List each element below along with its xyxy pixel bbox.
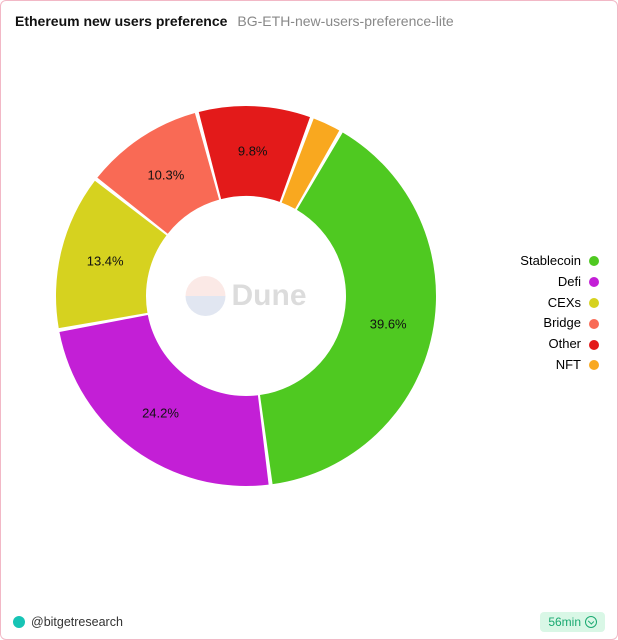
legend-label: CEXs	[548, 293, 581, 314]
chart-subtitle: BG-ETH-new-users-preference-lite	[237, 13, 453, 29]
author-handle: @bitgetresearch	[31, 615, 123, 629]
legend-label: Other	[548, 334, 581, 355]
slice-label: 10.3%	[147, 168, 184, 183]
refresh-badge[interactable]: 56min	[540, 612, 605, 632]
legend-swatch-icon	[589, 256, 599, 266]
donut-slice[interactable]	[260, 132, 436, 484]
author-link[interactable]: @bitgetresearch	[13, 615, 123, 629]
legend-item[interactable]: Bridge	[520, 313, 599, 334]
chart-title: Ethereum new users preference	[15, 13, 227, 29]
legend-swatch-icon	[589, 360, 599, 370]
card-footer: @bitgetresearch 56min	[1, 605, 617, 639]
legend-swatch-icon	[589, 340, 599, 350]
legend-label: Defi	[558, 272, 581, 293]
legend-item[interactable]: Stablecoin	[520, 251, 599, 272]
legend-label: NFT	[556, 355, 581, 376]
slice-label: 39.6%	[370, 317, 407, 332]
chart-area: Dune 39.6%24.2%13.4%10.3%9.8% Stablecoin…	[1, 41, 617, 599]
author-avatar-icon	[13, 616, 25, 628]
legend-item[interactable]: CEXs	[520, 293, 599, 314]
refresh-time: 56min	[548, 615, 581, 629]
card-header: Ethereum new users preference BG-ETH-new…	[1, 1, 617, 29]
donut-chart: Dune 39.6%24.2%13.4%10.3%9.8%	[31, 81, 461, 511]
slice-label: 9.8%	[238, 144, 268, 159]
legend-item[interactable]: NFT	[520, 355, 599, 376]
legend-label: Bridge	[543, 313, 581, 334]
legend-swatch-icon	[589, 298, 599, 308]
legend-swatch-icon	[589, 319, 599, 329]
legend-item[interactable]: Other	[520, 334, 599, 355]
legend-swatch-icon	[589, 277, 599, 287]
legend: StablecoinDefiCEXsBridgeOtherNFT	[520, 251, 599, 376]
legend-label: Stablecoin	[520, 251, 581, 272]
slice-label: 13.4%	[87, 254, 124, 269]
check-circle-icon	[585, 616, 597, 628]
legend-item[interactable]: Defi	[520, 272, 599, 293]
slice-label: 24.2%	[142, 406, 179, 421]
donut-slice[interactable]	[59, 315, 268, 486]
chart-card: Ethereum new users preference BG-ETH-new…	[0, 0, 618, 640]
